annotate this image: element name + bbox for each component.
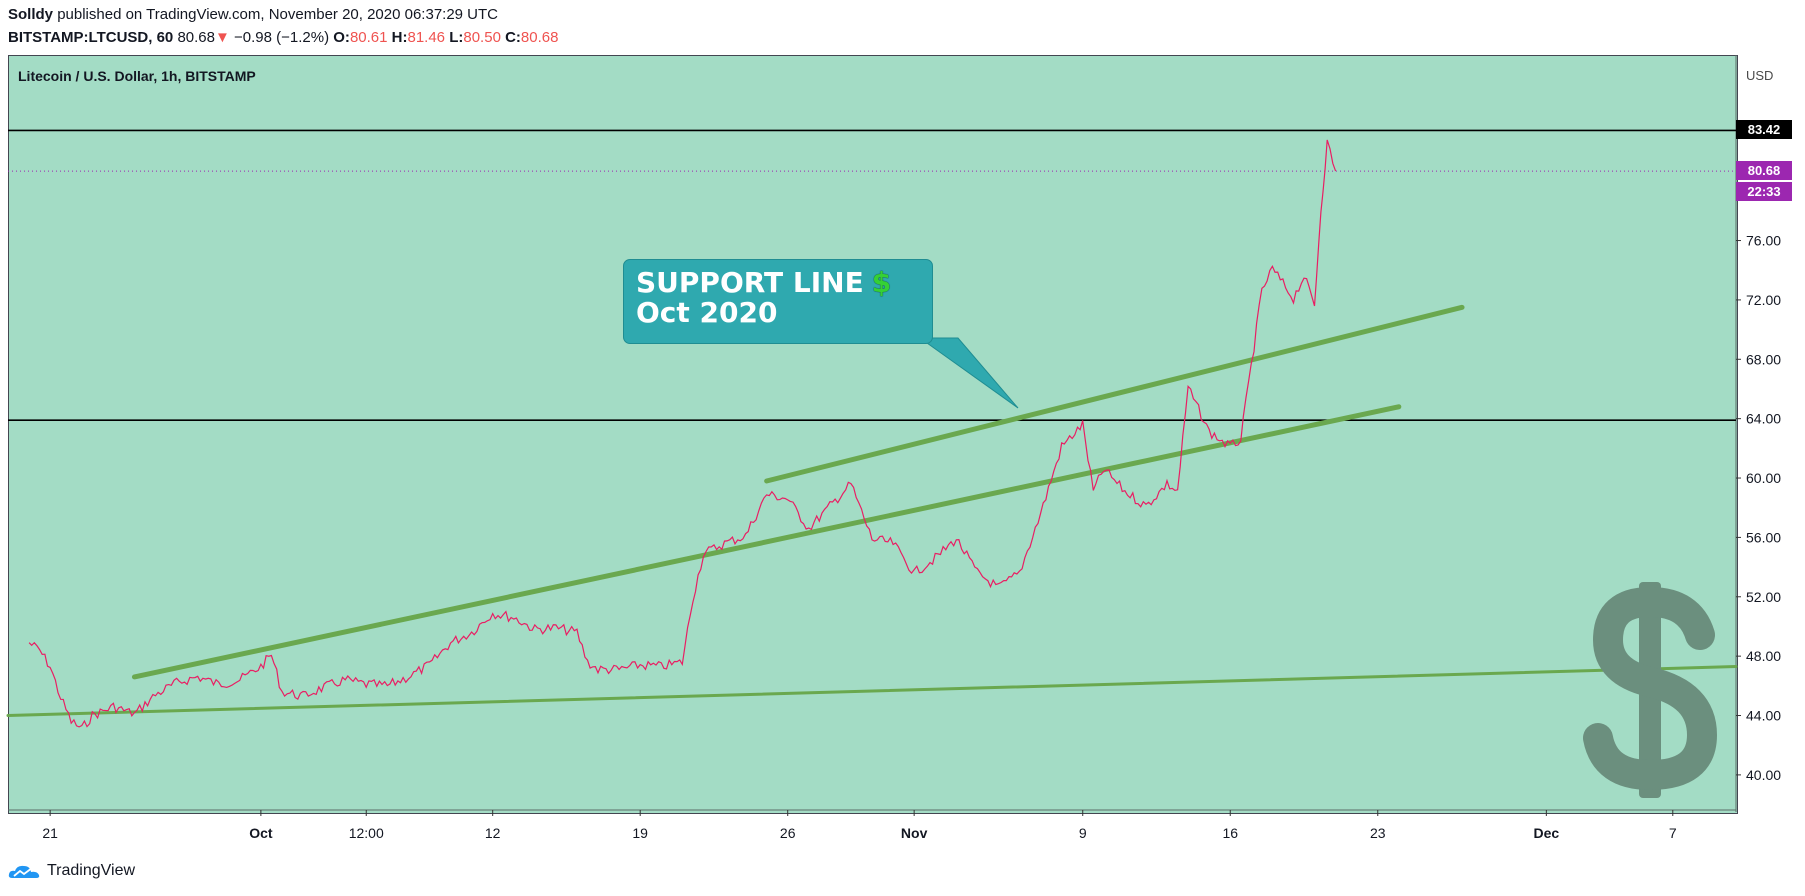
- symbol-label: BITSTAMP:LTCUSD, 60: [8, 29, 174, 46]
- publish-info: Solldy published on TradingView.com, Nov…: [8, 6, 498, 23]
- dollar-sign-icon: [1583, 582, 1718, 798]
- open-value: 80.61: [349, 29, 388, 46]
- published-text: published on TradingView.com, November 2…: [57, 6, 499, 23]
- open-label: O:: [333, 29, 350, 46]
- tradingview-cloud-icon: [8, 865, 40, 878]
- trendline: [764, 304, 1465, 484]
- x-tick-label: 21: [42, 825, 58, 841]
- y-tick-label: 76.00: [1746, 233, 1781, 249]
- x-tick-label: Oct: [249, 825, 273, 841]
- price-series-line: [28, 139, 1337, 728]
- x-tick-label: Nov: [901, 825, 928, 841]
- low-value: 80.50: [463, 29, 501, 46]
- y-tick-label: 48.00: [1746, 648, 1781, 664]
- chart-legend-title: Litecoin / U.S. Dollar, 1h, BITSTAMP: [18, 68, 256, 84]
- chart-panel[interactable]: [8, 55, 1738, 814]
- y-tick-label: 64.00: [1746, 411, 1781, 427]
- support-line-callout[interactable]: SUPPORT LINE $ Oct 2020: [623, 259, 933, 344]
- x-tick-label: 12:00: [349, 825, 384, 841]
- high-value: 81.46: [407, 29, 446, 46]
- last-price-tag: 80.68: [1736, 161, 1792, 181]
- y-tick-label: 60.00: [1746, 470, 1781, 486]
- brand-name: TradingView: [47, 862, 136, 879]
- y-tick-label: 52.00: [1746, 589, 1781, 605]
- dollar-icon: $: [871, 266, 892, 299]
- x-tick-label: Dec: [1533, 825, 1559, 841]
- y-tick-label: 56.00: [1746, 529, 1781, 545]
- x-tick-label: 7: [1669, 825, 1677, 841]
- close-value: 80.68: [520, 29, 559, 46]
- dollar-watermark-curve: [1583, 586, 1718, 791]
- trendline: [6, 665, 1738, 718]
- callout-line-2: Oct 2020: [636, 296, 778, 329]
- y-tick-label: 40.00: [1746, 767, 1781, 783]
- y-axis-currency: USD: [1746, 68, 1773, 83]
- trendline: [131, 404, 1402, 680]
- y-tick-label: 44.00: [1746, 708, 1781, 724]
- y-tick-label: 72.00: [1746, 292, 1781, 308]
- close-label: C:: [505, 29, 521, 46]
- low-label: L:: [449, 29, 464, 46]
- last-price-text: 80.68: [177, 29, 215, 46]
- x-tick-label: 16: [1222, 825, 1238, 841]
- y-tick-label: 68.00: [1746, 351, 1781, 367]
- x-tick-label: 19: [632, 825, 648, 841]
- x-tick-label: 9: [1079, 825, 1087, 841]
- tradingview-logo[interactable]: TradingView: [8, 862, 135, 880]
- down-arrow-icon: ▼: [215, 29, 230, 46]
- x-tick-label: 26: [780, 825, 796, 841]
- high-label: H:: [391, 29, 408, 46]
- callout-line-1: SUPPORT LINE: [636, 266, 864, 299]
- resistance-price-tag: 83.42: [1736, 120, 1792, 140]
- countdown-tag: 22:33: [1736, 182, 1792, 202]
- author-name[interactable]: Solldy: [8, 6, 54, 23]
- x-tick-label: 12: [485, 825, 501, 841]
- callout-pointer: [918, 337, 1019, 409]
- change-text: −0.98 (−1.2%): [234, 29, 330, 46]
- x-tick-label: 23: [1370, 825, 1386, 841]
- ohlc-bar: BITSTAMP:LTCUSD, 60 80.68▼ −0.98 (−1.2%)…: [8, 29, 558, 46]
